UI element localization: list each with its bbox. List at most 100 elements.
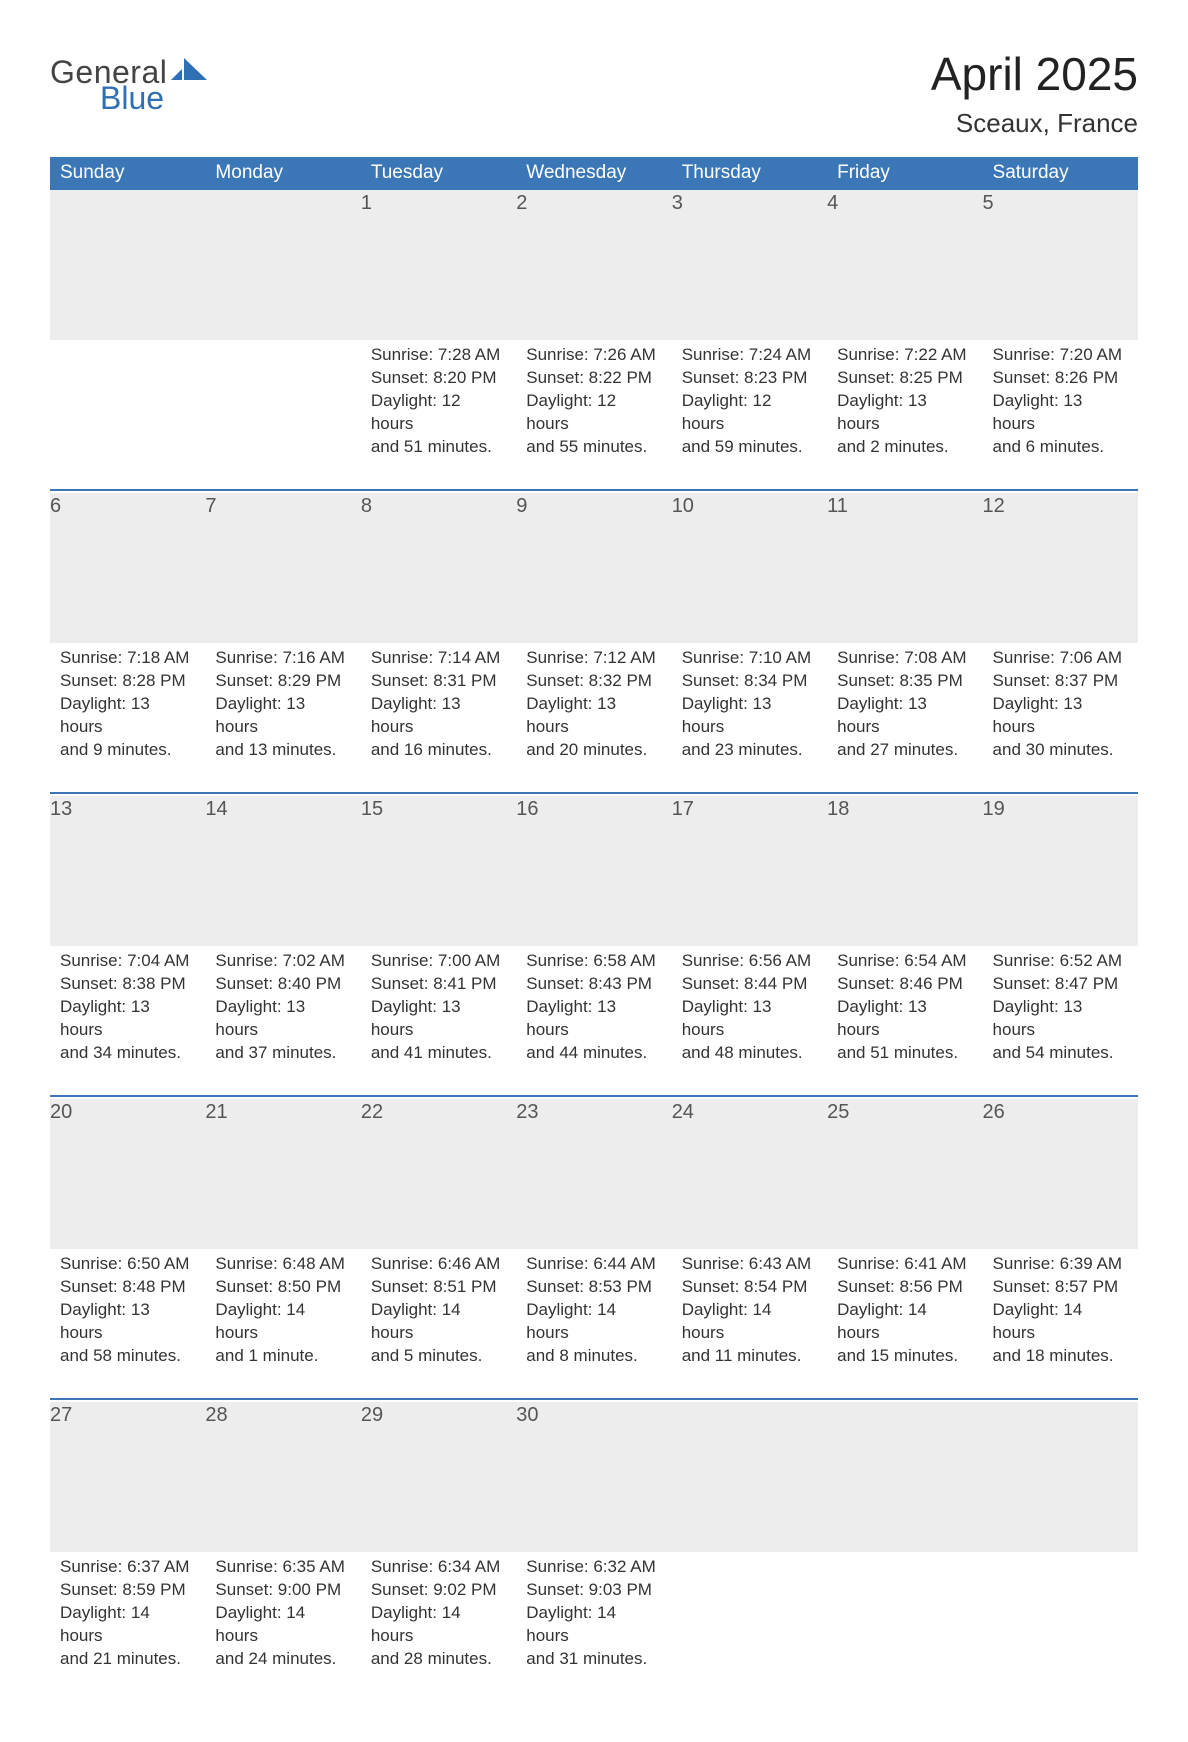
day2-text: and 48 minutes.: [682, 1042, 817, 1065]
day2-text: and 51 minutes.: [371, 436, 506, 459]
sunset-text: Sunset: 8:40 PM: [215, 973, 350, 996]
sunrise-text: Sunrise: 6:50 AM: [60, 1253, 195, 1276]
daynum-row: 6789101112: [50, 493, 1138, 643]
calendar-table: Sunday Monday Tuesday Wednesday Thursday…: [50, 157, 1138, 1702]
sunrise-text: Sunrise: 6:43 AM: [682, 1253, 817, 1276]
day-number: 16: [516, 796, 671, 946]
day2-text: and 23 minutes.: [682, 739, 817, 762]
brand-glyph-icon: [171, 58, 207, 84]
day2-text: and 13 minutes.: [215, 739, 350, 762]
day2-text: and 8 minutes.: [526, 1345, 661, 1368]
day1-text: Daylight: 13 hours: [371, 996, 506, 1042]
sunset-text: Sunset: 8:44 PM: [682, 973, 817, 996]
day-number: 4: [827, 190, 982, 340]
day-cell: Sunrise: 6:37 AMSunset: 8:59 PMDaylight:…: [50, 1552, 205, 1702]
day1-text: Daylight: 13 hours: [993, 390, 1128, 436]
day-cell: [672, 1552, 827, 1702]
day1-text: Daylight: 14 hours: [526, 1602, 661, 1648]
day-cell: Sunrise: 6:46 AMSunset: 8:51 PMDaylight:…: [361, 1249, 516, 1399]
day2-text: and 28 minutes.: [371, 1648, 506, 1671]
day-cell: [205, 340, 360, 490]
day2-text: and 1 minute.: [215, 1345, 350, 1368]
day1-text: Daylight: 14 hours: [60, 1602, 195, 1648]
day-number: 22: [361, 1099, 516, 1249]
day-number: 30: [516, 1402, 671, 1552]
sunset-text: Sunset: 8:50 PM: [215, 1276, 350, 1299]
day-cell: [983, 1552, 1138, 1702]
day-cell: Sunrise: 7:04 AMSunset: 8:38 PMDaylight:…: [50, 946, 205, 1096]
day-number: 19: [983, 796, 1138, 946]
day-cell: Sunrise: 6:50 AMSunset: 8:48 PMDaylight:…: [50, 1249, 205, 1399]
day-cell: Sunrise: 6:32 AMSunset: 9:03 PMDaylight:…: [516, 1552, 671, 1702]
day-cell: Sunrise: 7:14 AMSunset: 8:31 PMDaylight:…: [361, 643, 516, 793]
sunset-text: Sunset: 8:38 PM: [60, 973, 195, 996]
day-number: 8: [361, 493, 516, 643]
day1-text: Daylight: 13 hours: [837, 693, 972, 739]
day-number: 23: [516, 1099, 671, 1249]
weekday-header: Sunday: [50, 157, 205, 190]
day-number: 14: [205, 796, 360, 946]
sunrise-text: Sunrise: 7:16 AM: [215, 647, 350, 670]
weekday-header: Thursday: [672, 157, 827, 190]
sunset-text: Sunset: 8:53 PM: [526, 1276, 661, 1299]
sunrise-text: Sunrise: 6:48 AM: [215, 1253, 350, 1276]
day1-text: Daylight: 14 hours: [215, 1299, 350, 1345]
day-number: [50, 190, 205, 340]
day2-text: and 51 minutes.: [837, 1042, 972, 1065]
sunset-text: Sunset: 8:57 PM: [993, 1276, 1128, 1299]
day2-text: and 9 minutes.: [60, 739, 195, 762]
sunset-text: Sunset: 8:54 PM: [682, 1276, 817, 1299]
day-number: 7: [205, 493, 360, 643]
day2-text: and 34 minutes.: [60, 1042, 195, 1065]
sunrise-text: Sunrise: 6:56 AM: [682, 950, 817, 973]
day1-text: Daylight: 14 hours: [371, 1602, 506, 1648]
sunrise-text: Sunrise: 6:58 AM: [526, 950, 661, 973]
day1-text: Daylight: 13 hours: [837, 996, 972, 1042]
day-cell: Sunrise: 7:26 AMSunset: 8:22 PMDaylight:…: [516, 340, 671, 490]
day-number: 11: [827, 493, 982, 643]
sunset-text: Sunset: 9:02 PM: [371, 1579, 506, 1602]
sunset-text: Sunset: 8:37 PM: [993, 670, 1128, 693]
sunrise-text: Sunrise: 6:39 AM: [993, 1253, 1128, 1276]
day-number: [827, 1402, 982, 1552]
sunrise-text: Sunrise: 6:41 AM: [837, 1253, 972, 1276]
sunrise-text: Sunrise: 7:26 AM: [526, 344, 661, 367]
day1-text: Daylight: 14 hours: [371, 1299, 506, 1345]
day-number: 5: [983, 190, 1138, 340]
sunrise-text: Sunrise: 7:12 AM: [526, 647, 661, 670]
daynum-row: 13141516171819: [50, 796, 1138, 946]
day1-text: Daylight: 14 hours: [682, 1299, 817, 1345]
sunset-text: Sunset: 8:32 PM: [526, 670, 661, 693]
day1-text: Daylight: 13 hours: [682, 996, 817, 1042]
day2-text: and 16 minutes.: [371, 739, 506, 762]
day-number: [205, 190, 360, 340]
sunset-text: Sunset: 8:34 PM: [682, 670, 817, 693]
sunrise-text: Sunrise: 7:08 AM: [837, 647, 972, 670]
sunrise-text: Sunrise: 7:02 AM: [215, 950, 350, 973]
sunset-text: Sunset: 8:31 PM: [371, 670, 506, 693]
day1-text: Daylight: 13 hours: [371, 693, 506, 739]
day2-text: and 2 minutes.: [837, 436, 972, 459]
day2-text: and 27 minutes.: [837, 739, 972, 762]
day-number: 28: [205, 1402, 360, 1552]
day-number: 26: [983, 1099, 1138, 1249]
sunset-text: Sunset: 8:56 PM: [837, 1276, 972, 1299]
calendar-page: General Blue April 2025 Sceaux, France S…: [0, 0, 1188, 1742]
title-block: April 2025 Sceaux, France: [931, 50, 1138, 139]
day-number: 27: [50, 1402, 205, 1552]
sunrise-text: Sunrise: 7:28 AM: [371, 344, 506, 367]
day-number: 6: [50, 493, 205, 643]
day-cell: Sunrise: 7:22 AMSunset: 8:25 PMDaylight:…: [827, 340, 982, 490]
sunset-text: Sunset: 8:59 PM: [60, 1579, 195, 1602]
day-cell: Sunrise: 7:24 AMSunset: 8:23 PMDaylight:…: [672, 340, 827, 490]
sunrise-text: Sunrise: 7:06 AM: [993, 647, 1128, 670]
day2-text: and 11 minutes.: [682, 1345, 817, 1368]
day1-text: Daylight: 13 hours: [682, 693, 817, 739]
day-number: 9: [516, 493, 671, 643]
day-number: [983, 1402, 1138, 1552]
sunrise-text: Sunrise: 6:46 AM: [371, 1253, 506, 1276]
day1-text: Daylight: 13 hours: [60, 693, 195, 739]
day1-text: Daylight: 13 hours: [60, 1299, 195, 1345]
sunset-text: Sunset: 8:20 PM: [371, 367, 506, 390]
day1-text: Daylight: 13 hours: [993, 996, 1128, 1042]
